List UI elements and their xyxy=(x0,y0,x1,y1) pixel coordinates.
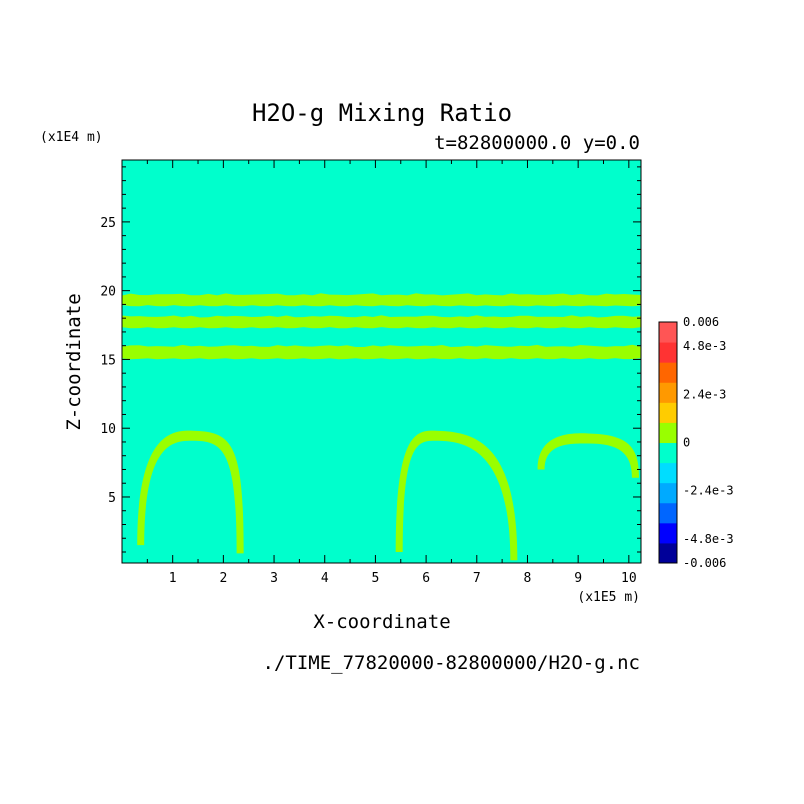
y-tick-label: 20 xyxy=(100,285,116,300)
colorbar-label: 0.006 xyxy=(683,315,719,329)
colorbar-segment xyxy=(659,422,677,443)
arch-right xyxy=(537,433,639,478)
x-tick-label: 9 xyxy=(574,571,582,586)
colorbar-segment xyxy=(659,402,677,423)
colorbar-segment xyxy=(659,382,677,403)
x-tick-label: 4 xyxy=(321,571,329,586)
colorbar-label: -4.8e-3 xyxy=(683,532,734,546)
colorbar-segment xyxy=(659,542,677,564)
x-tick-label: 3 xyxy=(270,571,278,586)
colorbar-segment xyxy=(659,482,677,504)
colorbar-segment xyxy=(659,322,677,343)
y-axis-unit: (x1E4 m) xyxy=(40,130,103,145)
colorbar-segment xyxy=(659,502,677,524)
x-tick-label: 7 xyxy=(473,571,481,586)
x-tick-label: 8 xyxy=(524,571,532,586)
x-tick-label: 5 xyxy=(372,571,380,586)
chart-title: H2O-g Mixing Ratio xyxy=(252,99,512,127)
x-axis-label: X-coordinate xyxy=(313,611,450,633)
band-middle-band xyxy=(122,344,641,360)
y-axis-label: Z-coordinate xyxy=(63,293,85,430)
band-upper-band-top xyxy=(122,293,641,307)
field-background xyxy=(122,160,641,563)
colorbar-label: -2.4e-3 xyxy=(683,484,734,498)
x-tick-label: 6 xyxy=(422,571,430,586)
colorbar-segment xyxy=(659,342,677,363)
x-tick-label: 1 xyxy=(169,571,177,586)
y-tick-label: 15 xyxy=(100,353,116,368)
y-tick-label: 5 xyxy=(108,491,116,506)
colorbar-label: 4.8e-3 xyxy=(683,339,726,353)
colorbar: 0.006 4.8e-3 2.4e-3 0 -2.4e-3 -4.8e-3 -0.006 xyxy=(658,315,734,570)
x-axis-ticks: 1 2 3 4 5 6 7 8 9 10 xyxy=(146,160,637,586)
plot-frame xyxy=(121,159,642,564)
file-path-label: ./TIME_77820000-82800000/H2O-g.nc xyxy=(263,652,641,674)
colorbar-label: 2.4e-3 xyxy=(683,387,726,401)
y-tick-label: 10 xyxy=(100,422,116,437)
colorbar-segment xyxy=(659,522,677,544)
y-axis-ticks: 5 10 15 20 25 xyxy=(100,166,641,553)
colorbar-label: -0.006 xyxy=(683,556,726,570)
band-upper-band-bottom xyxy=(122,315,641,329)
plot-area xyxy=(121,159,642,564)
colorbar-label: 0 xyxy=(683,436,690,450)
x-tick-label: 2 xyxy=(219,571,227,586)
colorbar-frame xyxy=(658,321,678,564)
y-tick-label: 25 xyxy=(100,216,116,231)
colorbar-segment xyxy=(659,462,677,484)
colorbar-segment xyxy=(659,442,677,464)
x-axis-unit: (x1E5 m) xyxy=(577,590,640,605)
x-tick-label: 10 xyxy=(621,571,637,586)
chart-subtitle: t=82800000.0 y=0.0 xyxy=(434,132,640,154)
colorbar-segment xyxy=(659,362,677,383)
